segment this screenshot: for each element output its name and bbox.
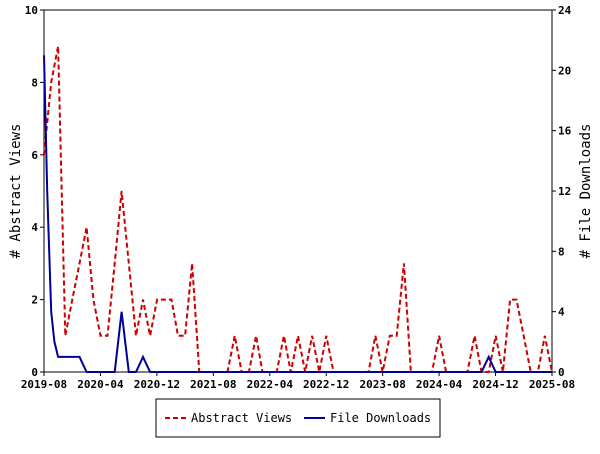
legend-box — [155, 398, 441, 438]
x-tick-label: 2020-04 — [77, 378, 124, 391]
x-tick-label: 2023-08 — [359, 378, 405, 391]
y-right-tick-label: 4 — [558, 306, 565, 319]
x-tick-label: 2020-12 — [134, 378, 180, 391]
y-right-tick-label: 20 — [558, 64, 571, 77]
y-right-axis-title: # File Downloads — [578, 124, 594, 259]
y-left-tick-label: 2 — [31, 294, 38, 307]
y-right-tick-label: 16 — [558, 125, 572, 138]
legend-label-file-downloads: File Downloads — [330, 411, 431, 425]
y-right-tick-label: 8 — [558, 245, 565, 258]
y-left-tick-label: 10 — [25, 4, 38, 17]
x-tick-label: 2024-04 — [416, 378, 463, 391]
x-axis: 2019-08 2020-04 2020-12 2021-08 2022-04 2022-… — [21, 372, 575, 391]
x-tick-label: 2019-08 — [21, 378, 67, 391]
y-right-tick-label: 12 — [558, 185, 571, 198]
y-left-axis-title: # Abstract Views — [8, 124, 24, 259]
y-left-tick-label: 0 — [31, 366, 38, 379]
x-tick-label: 2021-08 — [190, 378, 236, 391]
y-left-tick-label: 4 — [31, 221, 38, 234]
y-right-tick-label: 24 — [558, 4, 572, 17]
y-left-tick-label: 8 — [31, 76, 38, 89]
right-axis: 0 4 8 12 16 20 24 — [552, 4, 572, 379]
x-tick-label: 2022-04 — [247, 378, 294, 391]
x-tick-label: 2022-12 — [303, 378, 349, 391]
y-left-tick-label: 6 — [31, 149, 38, 162]
x-tick-label: 2025-08 — [529, 378, 575, 391]
legend-label-abstract-views: Abstract Views — [191, 411, 292, 425]
x-tick-label: 2024-12 — [472, 378, 518, 391]
left-axis: 0 2 4 6 8 10 — [25, 4, 44, 379]
legend: Abstract Views File Downloads — [155, 398, 441, 438]
y-right-tick-label: 0 — [558, 366, 565, 379]
series-line-file-downloads — [43, 55, 552, 373]
series-layer — [43, 46, 553, 373]
